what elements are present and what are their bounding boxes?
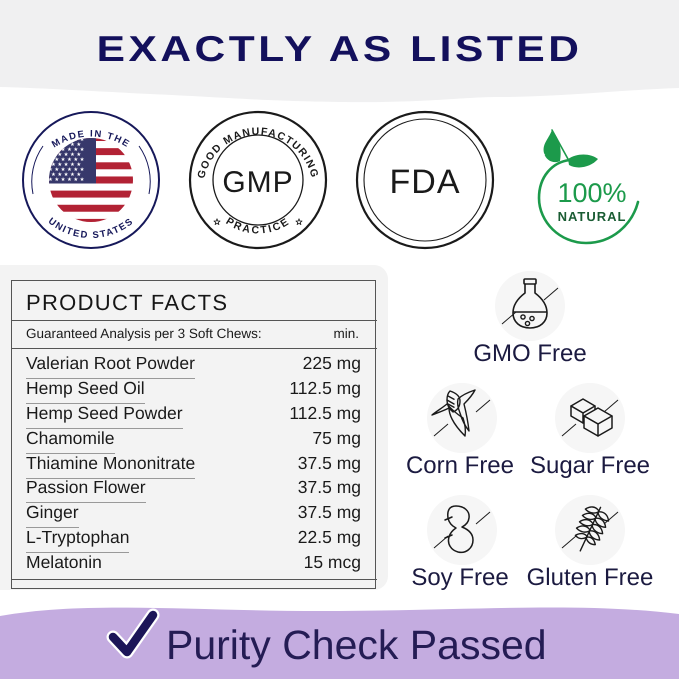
svg-text:100%: 100% [557,178,626,208]
svg-text:★ ★ ★ ★ ★ ★: ★ ★ ★ ★ ★ ★ [48,177,85,183]
svg-text:NATURAL: NATURAL [558,209,627,224]
svg-text:GMP: GMP [222,166,293,199]
svg-text:PRACTICE: PRACTICE [224,215,293,236]
svg-text:FDA: FDA [390,163,461,201]
